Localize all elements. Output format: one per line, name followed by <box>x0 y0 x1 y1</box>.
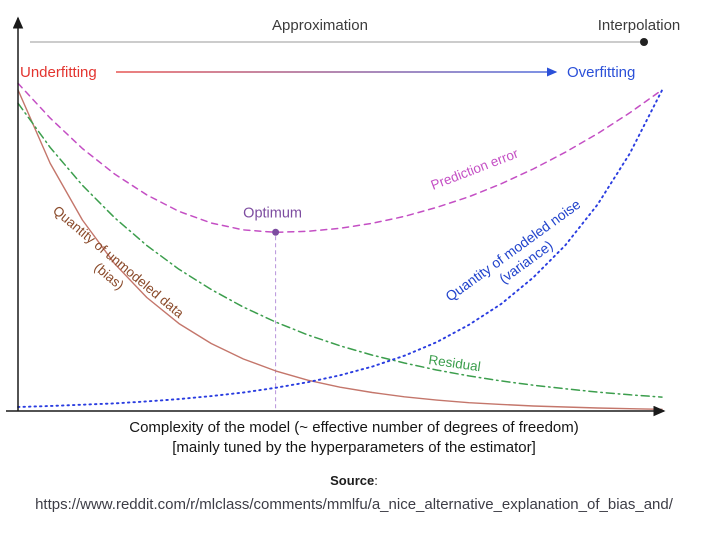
svg-text:Quantity of unmodeled data: Quantity of unmodeled data <box>50 203 187 321</box>
optimum-label: Optimum <box>243 205 302 221</box>
source-label: Source <box>330 473 375 488</box>
approximation-label: Approximation <box>272 17 368 34</box>
variance-curve-label: Quantity of modeled noise (variance) <box>442 196 583 305</box>
overfitting-label: Overfitting <box>567 64 635 81</box>
prediction-error-curve <box>17 82 663 234</box>
x-axis-label-line1: Complexity of the model (~ effective num… <box>129 419 579 436</box>
source-url: https://www.reddit.com/r/mlclass/comment… <box>35 496 673 513</box>
source-colon: : <box>374 473 378 488</box>
prediction-error-label: Prediction error <box>429 146 521 193</box>
svg-text:Quantity of modeled noise: Quantity of modeled noise <box>442 196 583 305</box>
residual-curve <box>17 102 663 398</box>
source-caption: Source: <box>0 473 708 488</box>
variance-curve <box>17 89 663 408</box>
bias-curve <box>17 89 663 410</box>
optimum-point <box>272 228 280 236</box>
x-axis-label-line2: [mainly tuned by the hyperparameters of … <box>172 439 536 456</box>
residual-curve-label: Residual <box>428 352 482 374</box>
chart: Approximation Interpolation Underfitting… <box>6 16 681 417</box>
interpolation-point <box>640 38 648 46</box>
interpolation-label: Interpolation <box>598 17 681 34</box>
bias-curve-label: Quantity of unmodeled data (bias) <box>50 203 187 321</box>
underfitting-label: Underfitting <box>20 64 97 81</box>
